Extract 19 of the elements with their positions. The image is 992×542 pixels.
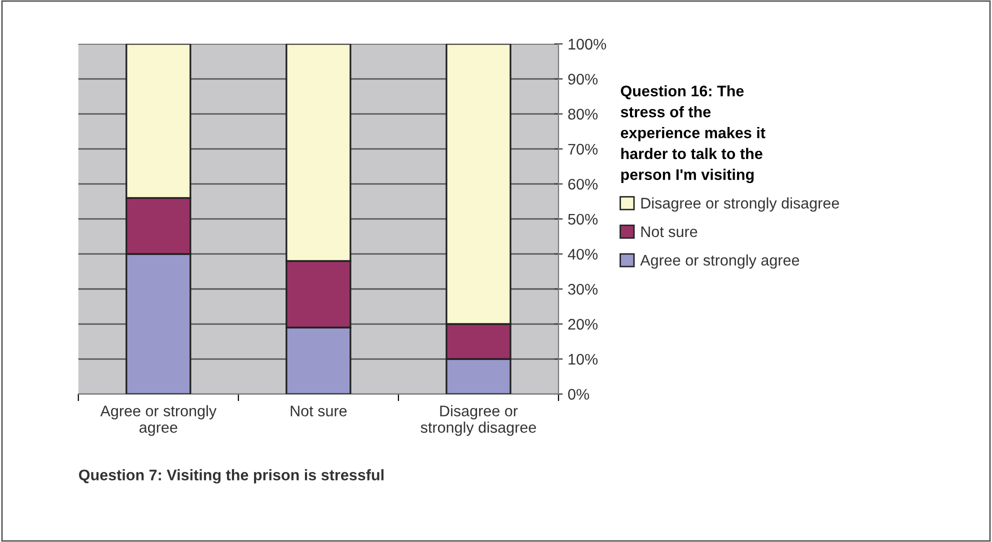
y-tick-label: 30% xyxy=(568,284,598,295)
y-tick-label: 70% xyxy=(568,144,598,155)
x-tick-label: Not sure xyxy=(290,406,347,416)
y-tick-label: 100% xyxy=(568,38,606,50)
x-tick-label: Disagree or strongly disagree xyxy=(420,405,536,436)
legend-label: Not sure xyxy=(641,226,698,238)
y-tick-label: 90% xyxy=(568,74,598,85)
legend-label: Disagree or strongly disagree xyxy=(641,197,839,212)
y-tick-label: 0% xyxy=(568,388,590,400)
y-tick-label: 60% xyxy=(568,178,598,190)
x-axis-title: Question 7: Visiting the prison is stressful xyxy=(78,469,384,484)
legend-title: Question 16: The stress of the experience makes it harder to talk to the person I'm visiting xyxy=(620,85,766,184)
y-tick-label: 10% xyxy=(568,354,598,365)
y-tick-label: 50% xyxy=(568,214,598,225)
y-tick-label: 80% xyxy=(568,108,598,120)
legend-label: Agree or strongly agree xyxy=(640,254,800,269)
y-tick-label: 20% xyxy=(568,318,598,330)
y-tick-label: 40% xyxy=(568,248,598,260)
x-tick-label: Agree or strongly agree xyxy=(100,405,217,436)
